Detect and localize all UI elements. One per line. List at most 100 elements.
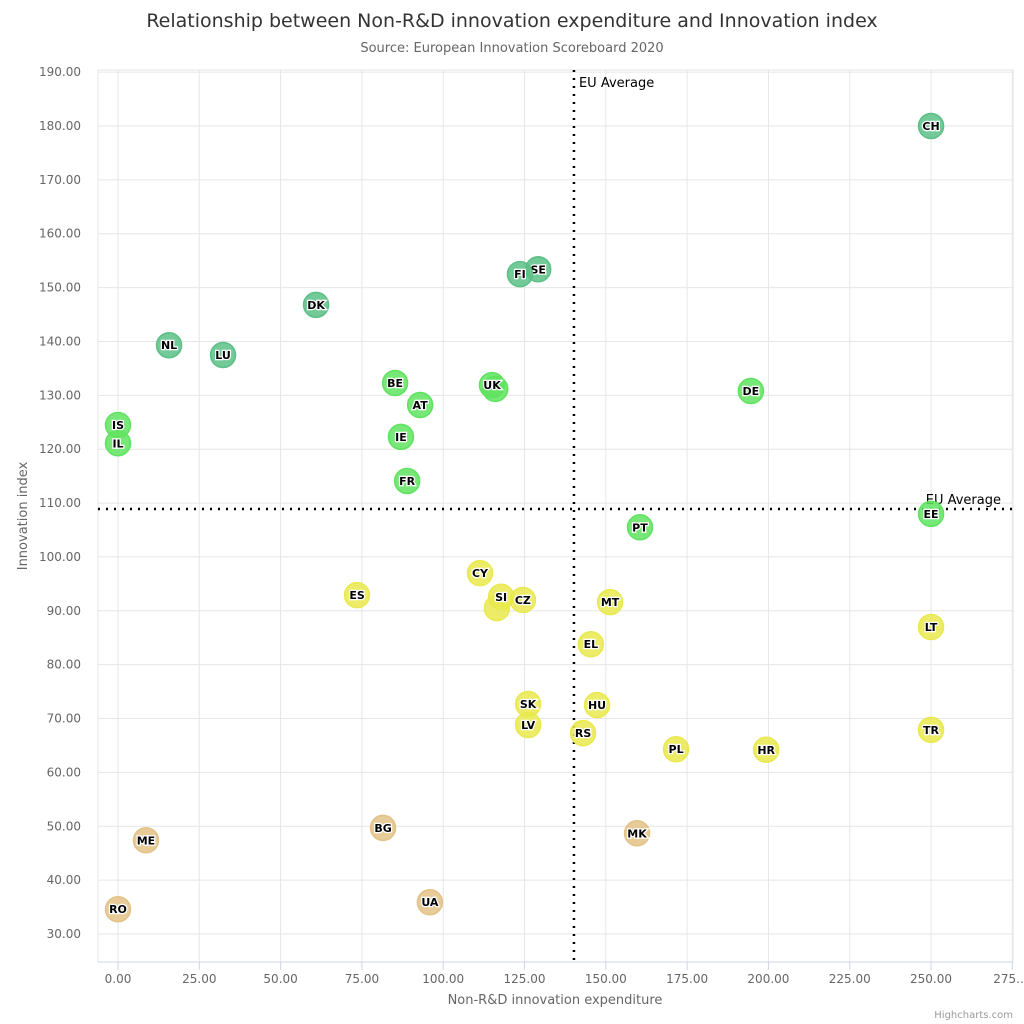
x-tick-label: 275.... (993, 972, 1024, 986)
data-point[interactable]: TR (917, 716, 945, 744)
data-point[interactable]: FI (506, 260, 534, 288)
point-label: DK (307, 299, 325, 312)
data-point[interactable]: CY (466, 559, 494, 587)
eu-average-vertical-label: EU Average (579, 76, 654, 91)
point-marker (416, 888, 444, 916)
point-label: HR (757, 744, 775, 757)
credits[interactable]: Highcharts.com (934, 1010, 1013, 1021)
x-tick-label: 100.00 (422, 972, 464, 986)
point-marker (583, 691, 611, 719)
grid (97, 69, 1014, 963)
point-label: IS (112, 419, 124, 432)
data-point[interactable]: MK (623, 820, 651, 847)
y-tick-label: 50.00 (47, 819, 81, 833)
data-point[interactable]: AT (406, 391, 434, 419)
y-tick-label: 70.00 (47, 712, 81, 726)
data-point[interactable]: HU (583, 691, 611, 719)
plot-border (97, 69, 1014, 963)
data-point[interactable]: HR (752, 736, 780, 764)
data-point[interactable]: BG (369, 814, 397, 842)
point-marker (478, 371, 506, 399)
point-marker (662, 735, 690, 763)
y-tick-label: 110.00 (39, 496, 81, 510)
chart-title: Relationship between Non-R&D innovation … (146, 10, 877, 32)
data-point[interactable]: CZ (509, 586, 537, 614)
x-tick-label: 75.00 (345, 972, 379, 986)
point-label: PL (669, 743, 684, 756)
point-marker (406, 391, 434, 419)
data-point[interactable]: LU (209, 341, 237, 369)
y-tick-label: 100.00 (39, 550, 81, 564)
point-marker (917, 716, 945, 744)
y-tick-label: 40.00 (47, 873, 81, 887)
y-tick-label: 180.00 (39, 119, 81, 133)
y-tick-label: 150.00 (39, 281, 81, 295)
point-label: MT (601, 596, 620, 609)
point-label: RS (575, 727, 591, 740)
point-label: BG (374, 822, 391, 835)
data-point[interactable]: RS (569, 719, 597, 747)
data-point[interactable]: LV (514, 711, 542, 739)
data-point[interactable]: EE (917, 500, 945, 528)
data-point[interactable]: SK (514, 690, 542, 718)
data-point[interactable]: DE (737, 377, 765, 405)
point-label: LT (925, 621, 938, 634)
point-marker (509, 586, 537, 614)
data-point[interactable]: UK (478, 371, 506, 399)
data-point[interactable]: ES (343, 581, 371, 609)
point-marker (737, 377, 765, 405)
data-point[interactable]: FR (393, 467, 421, 495)
point-marker (155, 331, 183, 359)
x-tick-label: 0.00 (105, 972, 132, 986)
point-label: IE (395, 431, 407, 444)
point-marker (393, 467, 421, 495)
data-point[interactable]: RO (104, 895, 132, 923)
eu-average-horizontal-label: EU Average (926, 493, 1001, 508)
point-label: NL (161, 339, 177, 352)
point-label: LU (215, 349, 231, 362)
data-point[interactable]: PL (662, 735, 690, 763)
y-tick-label: 130.00 (39, 388, 81, 402)
point-label: CZ (515, 594, 531, 607)
point-label: SK (520, 698, 537, 711)
point-marker (596, 588, 624, 616)
point-marker (917, 500, 945, 528)
point-label: FR (399, 475, 416, 488)
point-marker (569, 719, 597, 747)
point-marker (343, 581, 371, 609)
data-point[interactable]: DK (302, 291, 330, 319)
point-marker (514, 711, 542, 739)
point-label: FI (514, 268, 526, 281)
x-tick-label: 250.00 (910, 972, 952, 986)
point-marker (104, 430, 132, 457)
point-label: DE (743, 385, 760, 398)
point-marker (387, 423, 415, 451)
data-point[interactable]: UA (416, 888, 444, 916)
point-marker (577, 630, 605, 658)
x-tick-label: 50.00 (263, 972, 297, 986)
data-point[interactable]: SI (487, 583, 515, 611)
y-tick-label: 170.00 (39, 173, 81, 187)
data-point[interactable]: EL (577, 630, 605, 658)
point-label: MK (627, 827, 647, 840)
data-point[interactable]: ME (132, 827, 160, 854)
point-label: ME (137, 834, 155, 847)
data-point[interactable]: MT (596, 588, 624, 616)
x-axis-ticks: 0.00 25.00 50.00 75.00 100.00 125.00 150.00 175… (98, 961, 1024, 986)
data-point[interactable]: IE (387, 423, 415, 451)
point-marker (623, 820, 651, 847)
data-point[interactable]: PT (626, 514, 654, 541)
data-point[interactable]: IL (104, 430, 132, 457)
point-label: AT (413, 399, 429, 412)
data-point[interactable]: LT (917, 613, 945, 641)
data-point[interactable]: CH (917, 112, 945, 140)
y-tick-label: 30.00 (47, 927, 81, 941)
point-label: HU (588, 699, 606, 712)
data-point[interactable]: BE (381, 369, 409, 397)
x-tick-label: 175.00 (666, 972, 708, 986)
x-tick-label: 125.00 (504, 972, 546, 986)
point-label: UK (483, 379, 501, 392)
data-point[interactable]: NL (155, 331, 183, 359)
point-label: ES (349, 589, 365, 602)
